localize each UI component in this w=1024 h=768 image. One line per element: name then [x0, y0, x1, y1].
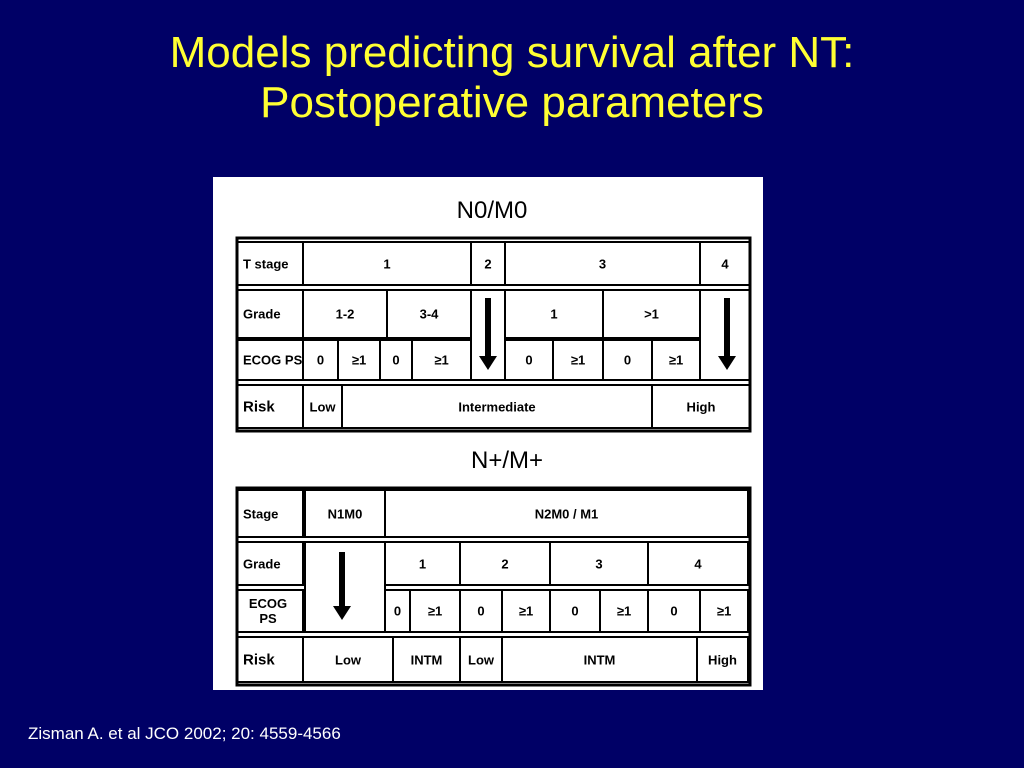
- table-cell: 0: [316, 352, 325, 368]
- table-cell: 1-2: [335, 306, 355, 322]
- row-label: Grade: [243, 306, 281, 322]
- row-label: Risk: [243, 398, 275, 415]
- arrow-shaft: [724, 298, 730, 358]
- table-cell: 0: [670, 603, 678, 619]
- table-cell: High: [686, 399, 716, 414]
- table-cell: >1: [644, 306, 659, 322]
- table-cell: INTM: [583, 652, 616, 667]
- table-cell: 1: [550, 306, 558, 322]
- table-cell-border: [651, 384, 751, 429]
- table-cell: ≥1: [716, 603, 732, 619]
- table-cell-border: [386, 289, 472, 339]
- table-cell: 0: [571, 603, 579, 619]
- table-cell: 1: [418, 556, 427, 571]
- table-cell: 0: [393, 603, 402, 619]
- table-cell: 2: [484, 256, 492, 271]
- table-caption: N+/M+: [470, 447, 544, 474]
- row-label: Stage: [243, 506, 279, 521]
- table-cell: 0: [392, 352, 400, 368]
- table-cell-border: [235, 486, 752, 687]
- table-cell-border: [304, 541, 386, 633]
- table-cell: ≥1: [570, 352, 586, 368]
- table-cell: INTM: [410, 652, 443, 667]
- table-cell: ≥1: [351, 352, 367, 368]
- table-cell: 3: [598, 256, 607, 271]
- table-cell: 0: [623, 352, 632, 368]
- arrow-head: [718, 356, 736, 370]
- table-cell: ≥1: [668, 352, 684, 368]
- table-cell-border: [602, 289, 701, 339]
- row-label: ECOG PS: [243, 352, 303, 368]
- row-label: Risk: [243, 651, 275, 668]
- arrow-shaft: [485, 298, 491, 358]
- table-cell: N1M0: [327, 506, 363, 521]
- arrow-shaft: [339, 552, 345, 608]
- table-cell-border: [236, 589, 304, 633]
- table-cell-border: [699, 241, 751, 286]
- title-line: Models predicting survival after NT:: [169, 28, 855, 77]
- table-cell: 0: [525, 352, 533, 368]
- table-cell: 3: [595, 556, 603, 571]
- arrow-head: [479, 356, 497, 370]
- table-cell: 0: [477, 603, 485, 619]
- table-cell: 3-4: [419, 306, 439, 322]
- table-cell: ≥1: [427, 603, 443, 619]
- table-cell-border: [699, 589, 749, 633]
- table-cell: Intermediate: [458, 399, 536, 414]
- table-cell-border: [384, 489, 749, 538]
- row-label: T stage: [243, 256, 289, 271]
- citation: Zisman A. et al JCO 2002; 20: 4559-4566: [28, 724, 341, 743]
- table-cell: ≥1: [434, 352, 449, 368]
- table-cell: Low: [468, 652, 494, 667]
- table-cell: N2M0 / M1: [534, 506, 599, 521]
- row-label: ECOG PS: [248, 596, 288, 626]
- table-cell: Low: [309, 399, 336, 414]
- table-cell: Low: [335, 652, 361, 667]
- table-cell: 2: [501, 556, 509, 571]
- table-cell: High: [708, 652, 737, 667]
- slide-title: Models predicting survival after NT: Pos…: [0, 28, 1024, 128]
- row-label: Grade: [243, 556, 281, 571]
- table-cell: 1: [383, 256, 391, 271]
- title-line: Postoperative parameters: [260, 78, 764, 127]
- table-caption: N0/M0: [456, 197, 528, 224]
- table-cell: ≥1: [616, 603, 632, 619]
- table-cell-border: [411, 339, 472, 381]
- table-cell: ≥1: [518, 603, 534, 619]
- table-cell-border: [696, 636, 749, 683]
- table-cell-border: [236, 541, 304, 586]
- table-cell: 4: [694, 556, 702, 571]
- table-cell: 4: [721, 256, 729, 271]
- table-cell-border: [647, 541, 749, 586]
- table-cell-border: [651, 339, 701, 381]
- table-cell-border: [236, 489, 304, 538]
- arrow-head: [333, 606, 351, 620]
